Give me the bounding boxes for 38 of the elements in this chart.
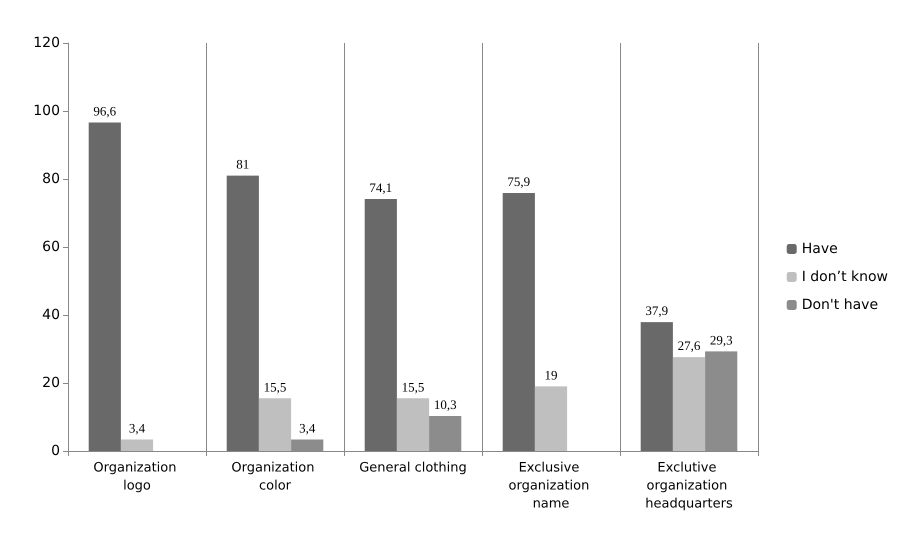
data-label: 29,3 [710, 332, 733, 348]
data-label: 19 [544, 367, 558, 382]
bar [502, 192, 535, 451]
y-tick-label: 100 [33, 103, 60, 119]
bar [364, 199, 397, 451]
bar [396, 398, 430, 451]
x-tick-label: Exclusive organization name [508, 460, 594, 512]
data-label: 74,1 [369, 180, 392, 196]
data-label: 75,9 [507, 174, 530, 189]
x-tick-label: Exclutive organization headquarters [645, 460, 733, 512]
data-label: 37,9 [645, 303, 668, 318]
data-label: 15,5 [402, 379, 424, 394]
data-label: 3,4 [128, 420, 146, 436]
bar [120, 439, 154, 451]
data-label: 3,4 [299, 420, 316, 436]
legend-label: Don't have [802, 297, 878, 313]
y-tick-label: 120 [33, 35, 60, 51]
x-tick-label: General clothing [359, 460, 467, 476]
data-label: 27,6 [678, 338, 701, 354]
bar [534, 386, 568, 451]
y-tick-label: 0 [51, 443, 60, 459]
bar [88, 122, 121, 451]
bar [226, 176, 259, 451]
x-tick-label: Organization logo [93, 460, 181, 494]
legend-label: Have [802, 241, 838, 257]
x-tick-label: Organization color [231, 460, 319, 494]
y-tick-label: 80 [42, 171, 60, 187]
bar [258, 398, 292, 451]
y-tick-label: 20 [42, 375, 60, 391]
bar [640, 322, 673, 451]
data-label: 15,5 [264, 379, 286, 394]
data-label: 10,3 [434, 396, 457, 412]
y-tick-label: 40 [42, 307, 60, 323]
data-label: 81 [236, 156, 250, 172]
legend-label: I don’t know [802, 269, 888, 285]
bar [672, 357, 706, 451]
data-label: 96,6 [93, 104, 117, 119]
y-tick-label: 60 [42, 239, 60, 255]
